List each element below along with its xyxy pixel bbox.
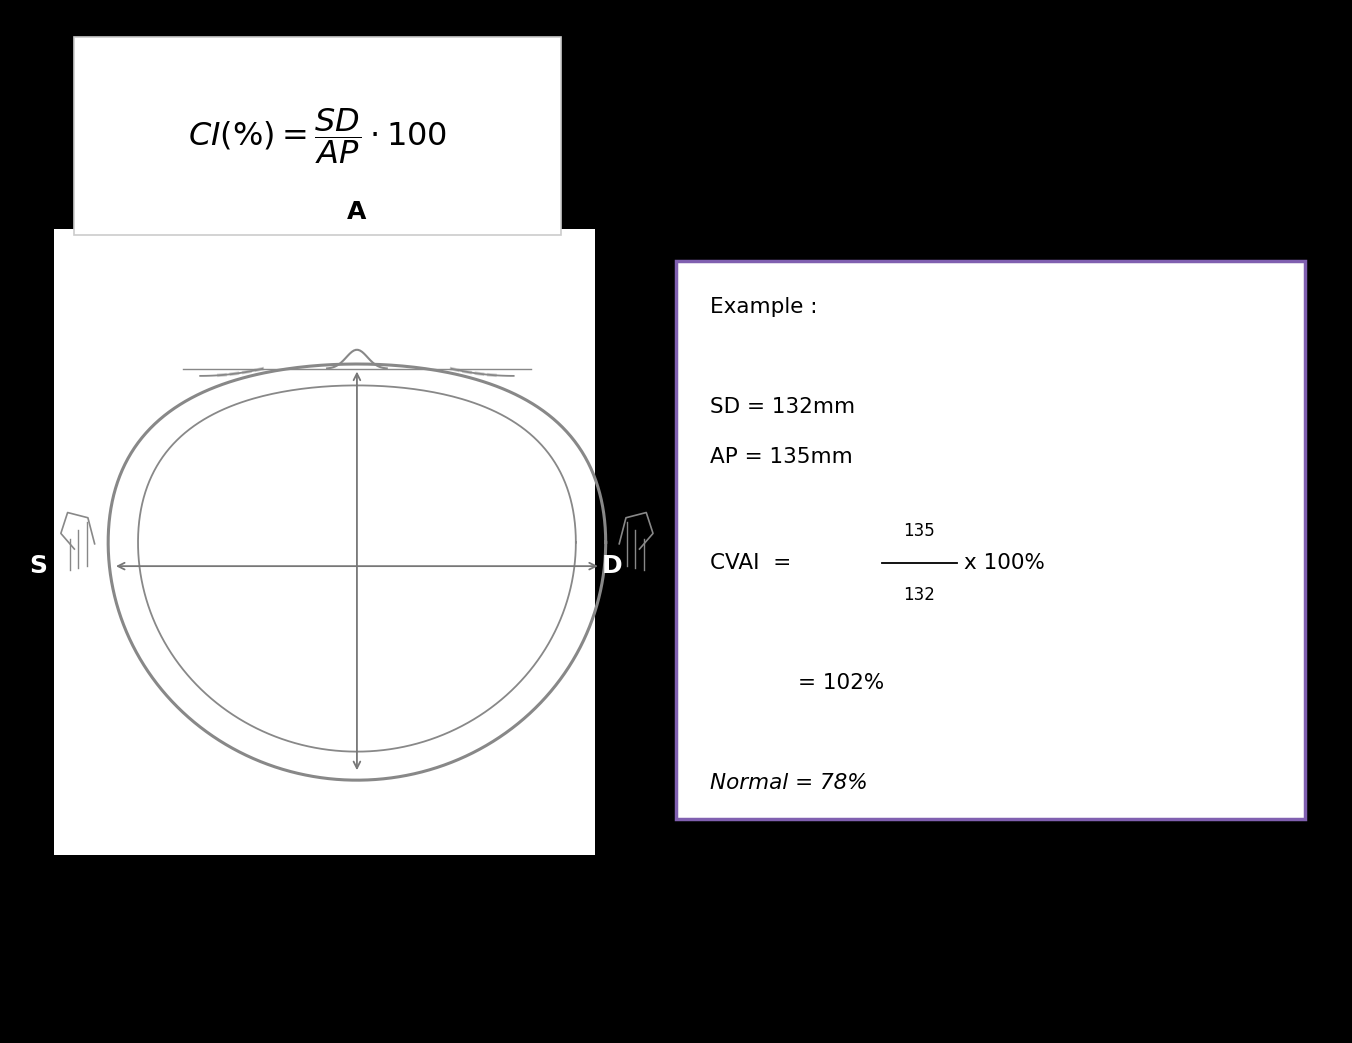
Text: 135: 135: [903, 522, 936, 539]
Text: $CI(\%) = \dfrac{SD}{AP} \cdot 100$: $CI(\%) = \dfrac{SD}{AP} \cdot 100$: [188, 105, 448, 166]
Text: 132: 132: [903, 585, 936, 604]
Text: x 100%: x 100%: [964, 553, 1045, 573]
Text: S: S: [30, 554, 47, 578]
Text: A: A: [347, 200, 366, 224]
Text: CVAI  =: CVAI =: [710, 553, 798, 573]
Bar: [676, 261, 1305, 819]
Text: SD = 132mm: SD = 132mm: [710, 397, 854, 417]
Text: Example :: Example :: [710, 297, 818, 317]
Text: = 102%: = 102%: [798, 673, 884, 693]
Bar: [54, 229, 595, 855]
Text: Normal = 78%: Normal = 78%: [710, 773, 868, 793]
Text: AP = 135mm: AP = 135mm: [710, 447, 853, 467]
Bar: [74, 37, 561, 235]
Text: D: D: [602, 554, 622, 578]
Text: P: P: [347, 876, 366, 900]
